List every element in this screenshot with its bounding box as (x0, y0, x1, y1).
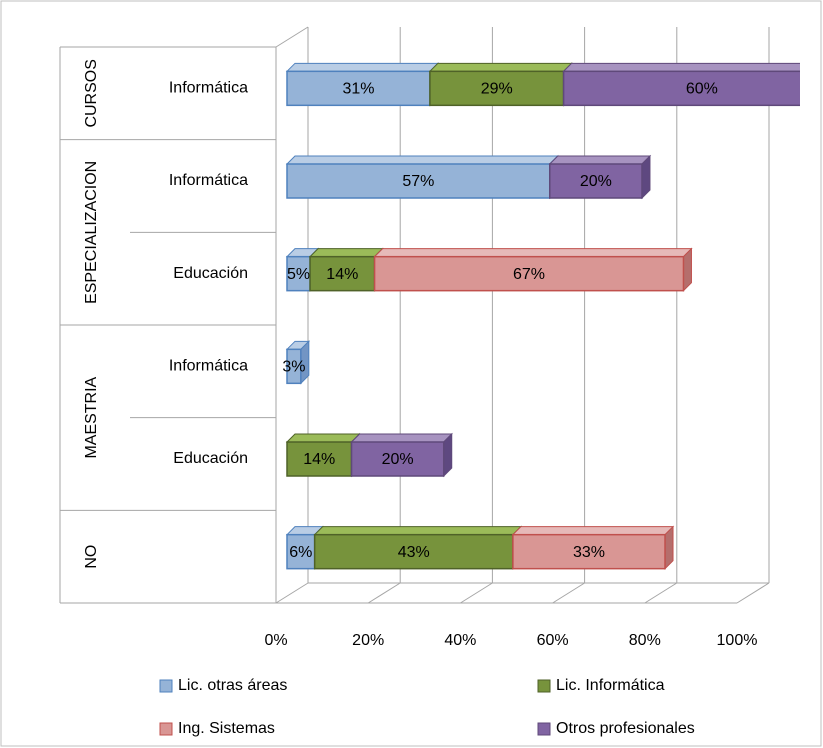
floor-grid-line (644, 582, 678, 604)
y-tick-label: Educación (173, 265, 248, 282)
bar-top (285, 433, 361, 443)
group-label: CURSOS (83, 59, 100, 127)
data-label: 29% (481, 81, 513, 98)
bar-top (350, 433, 453, 443)
bar (350, 441, 445, 477)
bar (286, 533, 316, 570)
data-label: 57% (402, 173, 434, 190)
legend-swatch (537, 679, 551, 693)
bar (562, 70, 800, 107)
x-tick-label: 0% (264, 632, 287, 649)
data-label: 31% (342, 81, 374, 98)
bar-side (664, 525, 674, 570)
x-tick-label: 80% (629, 632, 661, 649)
wall-edge (275, 26, 309, 48)
floor-grid-line (552, 582, 585, 604)
legend-label: Lic. Informática (556, 677, 665, 694)
bar (286, 163, 551, 199)
legend-label: Otros profesionales (556, 720, 695, 737)
data-label: 3% (282, 359, 305, 376)
y-tick-label: Informática (169, 80, 248, 97)
bar-top (308, 248, 384, 258)
bar-top (562, 62, 800, 72)
x-tick-label: 40% (444, 632, 476, 649)
x-tick-label: 100% (717, 632, 758, 649)
legend-swatch (159, 679, 173, 693)
data-label: 67% (513, 266, 545, 283)
legend-swatch (159, 722, 173, 736)
data-label: 14% (326, 266, 358, 283)
data-label: 33% (573, 544, 605, 561)
data-label: 60% (686, 81, 718, 98)
group-label: MAESTRIA (83, 376, 100, 458)
bar-top (313, 526, 523, 536)
bar-side (443, 432, 453, 478)
x-tick-label: 20% (352, 632, 384, 649)
legend-label: Ing. Sistemas (178, 720, 275, 737)
floor-grid-line (275, 582, 309, 604)
y-tick-label: Educación (173, 450, 248, 467)
data-label: 20% (580, 173, 612, 190)
data-label: 20% (382, 451, 414, 468)
data-label: 6% (289, 544, 312, 561)
y-tick-label: Informática (169, 172, 248, 189)
data-label: 43% (398, 544, 430, 561)
legend-label: Lic. otras áreas (178, 677, 287, 694)
group-label: ESPECIALIZACION (83, 161, 100, 304)
data-label: 5% (287, 266, 310, 283)
bar (286, 70, 431, 107)
bar-top (548, 155, 652, 165)
bar (286, 348, 302, 385)
bar-top (428, 62, 573, 72)
floor-grid-line (736, 582, 770, 604)
plot: 31% 29% 60% 57% 20% 5% 14% 67% 3% 14% 20% 6% 43% 33% (282, 62, 800, 570)
bar-top (285, 155, 559, 165)
legend-swatch (537, 722, 551, 736)
bar-top (285, 62, 440, 72)
data-label: 14% (303, 451, 335, 468)
bar (309, 255, 376, 292)
bar (373, 255, 685, 292)
group-label: NO (83, 545, 100, 569)
y-tick-label: Informática (169, 358, 248, 375)
x-tick-label: 60% (537, 632, 569, 649)
bar-side (641, 154, 651, 200)
bar-top (373, 248, 693, 258)
bar (549, 163, 643, 199)
bar (429, 70, 565, 107)
bar-top (511, 526, 675, 536)
floor-grid-line (367, 582, 401, 604)
bar (512, 533, 666, 570)
floor-grid-line (460, 582, 493, 604)
bar-side (682, 247, 692, 292)
